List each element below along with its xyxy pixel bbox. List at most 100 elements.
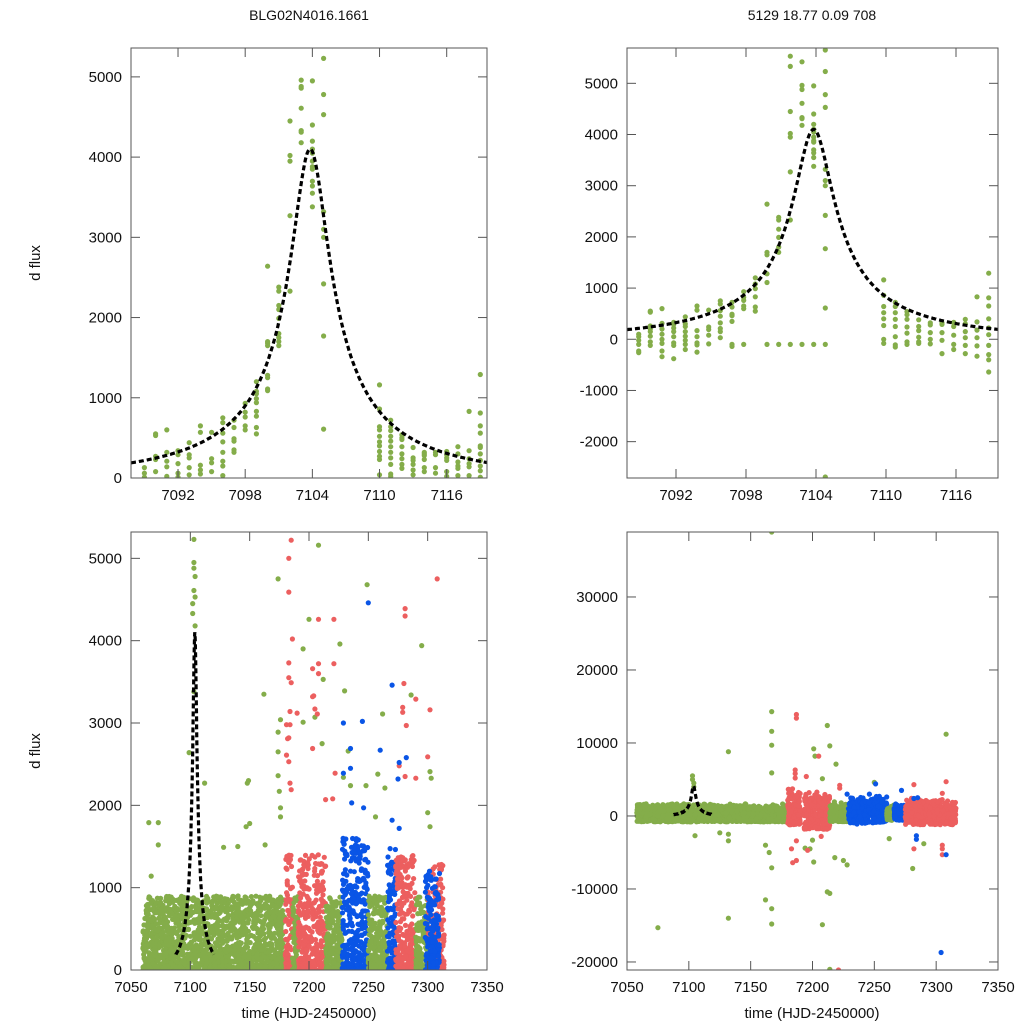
band-point [414,947,421,953]
data-point-green [477,451,483,457]
data-point-green [220,463,226,469]
data-point-green [376,443,383,449]
band-point [250,933,257,939]
panel-top-left: 7092 7098 7104 7110 711601000200030004000500… [89,47,488,504]
data-point-green [164,458,170,464]
data-point-green [776,217,782,223]
band-point [340,943,346,949]
band-point [400,894,406,900]
data-point-green [298,105,304,111]
band-point [297,935,303,941]
band-point [258,956,264,962]
data-point-blue [377,747,383,753]
band-point [354,892,360,898]
data-point-green [717,335,723,341]
data-point-green [276,288,282,294]
data-point-green [191,536,197,543]
data-point-green [309,178,315,184]
band-point [409,921,415,927]
data-point-green [636,337,642,343]
band-point [215,894,221,900]
band-point [310,959,316,965]
band-point [428,955,435,961]
data-point-green [822,92,828,98]
data-point-green [927,322,933,328]
band-point [302,913,308,919]
band-point [189,904,195,910]
x-tick-label: 7110 [363,487,395,504]
band-point [354,899,360,906]
band-point [440,910,446,916]
band-point [437,866,443,872]
band-point [403,953,409,960]
band-point [418,925,424,931]
data-point-green [432,470,439,476]
band-point [373,937,379,943]
band-point [365,912,371,918]
y-tick-label: -1000 [580,382,618,399]
data-point-green [277,814,284,820]
band-point [430,922,436,929]
data-point-green [342,688,348,694]
band-point [219,918,225,924]
data-point-green [253,413,259,419]
data-point-green [694,303,700,309]
data-point-green [659,340,665,346]
band-point [145,933,151,939]
data-point-green [190,601,196,607]
band-point [404,897,410,903]
data-point-green [202,780,208,786]
band-point [149,923,155,929]
band-point [216,950,223,957]
band-point [429,939,436,945]
band-point [151,941,157,947]
band-point [184,943,190,950]
y-tick-label: 2000 [89,310,122,327]
band-point [359,932,365,939]
data-point-green [309,166,315,172]
x-tick-label: 7098 [729,487,762,504]
band-point [386,893,392,899]
band-point [323,904,329,910]
band-point [415,900,421,906]
data-point-green [455,473,461,478]
band-point [432,948,438,955]
data-point-green [986,332,992,338]
data-point-green [881,336,887,342]
band-point [424,951,430,957]
data-point-green [421,456,427,463]
band-point [318,888,324,894]
band-point [320,898,326,904]
band-point [379,913,385,919]
data-point-green [388,417,394,423]
band-point [327,922,333,929]
x-tick-label: 7092 [161,487,194,504]
band-point [283,918,289,924]
data-point-green [974,319,980,325]
band-point [301,930,308,936]
data-point-green [376,448,383,455]
data-point-green [245,778,252,784]
data-point-red [287,780,293,786]
band-point [422,920,428,927]
band-point [284,892,290,898]
band-point [317,930,323,936]
x-tick-label: 7104 [799,487,832,504]
data-point-green [659,326,665,332]
band-point [188,908,194,914]
data-point-green [287,158,293,164]
data-point-red [427,707,433,713]
band-point [267,893,273,899]
x-tick-label: 7116 [940,487,972,504]
band-point [407,886,413,892]
band-point [309,938,315,945]
data-point-green [986,342,992,348]
band-point [293,952,299,958]
data-point-green [927,330,933,336]
band-point [353,838,359,844]
band-point [338,933,344,939]
data-point-green [428,775,434,781]
band-point [439,926,445,933]
data-point-green [231,449,237,455]
data-point-green [986,357,992,363]
